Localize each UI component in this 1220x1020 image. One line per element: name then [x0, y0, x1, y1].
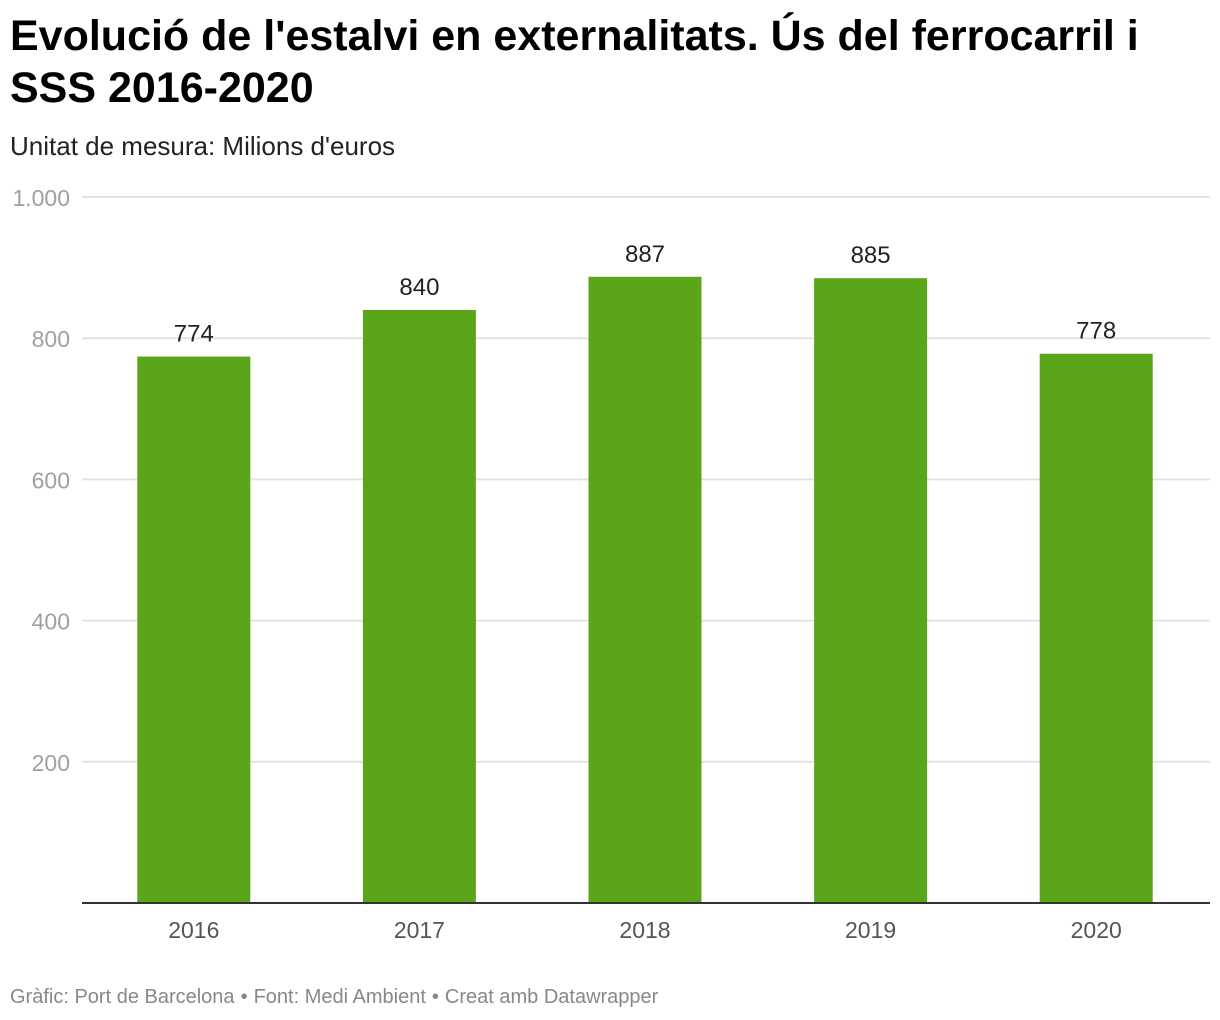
y-tick-label: 200 [32, 750, 70, 776]
footer-source: Font: Medi Ambient [253, 986, 426, 1008]
bar-value-labels: 774 840 887 885 778 [174, 241, 1116, 348]
chart-title: Evolució de l'estalvi en externalitats. … [10, 12, 1139, 112]
bar-value-label: 840 [399, 274, 439, 301]
bar-2019 [814, 278, 928, 903]
y-axis-tick-labels: 200 400 600 800 1.000 [12, 185, 70, 776]
chart-footer: Gràfic: Port de Barcelona • Font: Medi Amb… [10, 983, 658, 1011]
x-tick-label: 2016 [168, 917, 219, 943]
x-tick-label: 2018 [619, 917, 670, 943]
bar-2016 [137, 356, 251, 903]
bar-value-label: 887 [625, 241, 665, 268]
bar-2018 [588, 276, 702, 903]
y-tick-label: 600 [32, 467, 70, 493]
bar-2017 [362, 309, 476, 904]
x-tick-label: 2019 [845, 917, 896, 943]
footer-separator: • [240, 986, 248, 1008]
x-tick-label: 2020 [1071, 917, 1122, 943]
x-tick-label: 2017 [394, 917, 445, 943]
chart-subtitle: Unitat de mesura: Milions d'euros [10, 131, 396, 161]
bar-2020 [1039, 353, 1153, 903]
footer-tool-credit: Creat amb Datawrapper [444, 986, 659, 1008]
x-axis-category-labels: 2016 2017 2018 2019 2020 [168, 917, 1122, 943]
bar-value-label: 774 [174, 321, 214, 348]
bars [137, 276, 1153, 904]
y-tick-label: 1.000 [12, 185, 70, 211]
footer-graphic-credit: Gràfic: Port de Barcelona [10, 986, 235, 1008]
bar-value-label: 778 [1076, 318, 1116, 345]
bar-value-label: 885 [851, 242, 891, 269]
y-tick-label: 400 [32, 609, 70, 635]
y-tick-label: 800 [32, 326, 70, 352]
footer-separator: • [431, 986, 439, 1008]
